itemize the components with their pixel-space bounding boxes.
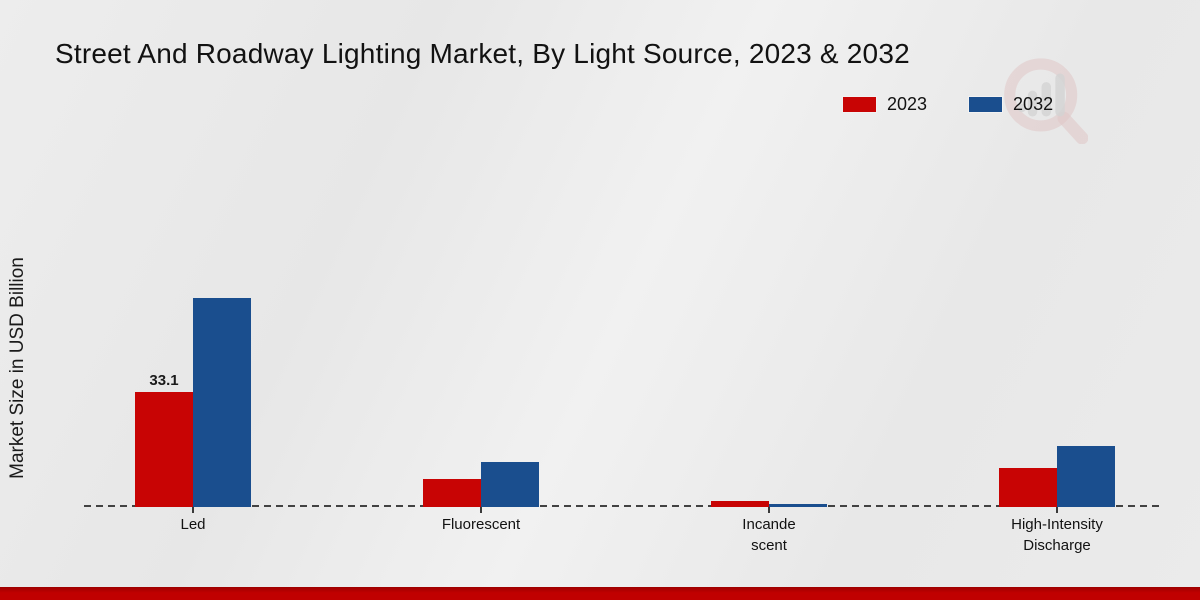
footer-accent-band [0, 587, 1200, 600]
category-label: High-Intensity Discharge [1011, 516, 1103, 554]
bar-2032-fluorescent [481, 461, 539, 507]
bar-2023-incande-scent [711, 501, 769, 507]
bar-2023-led [135, 391, 193, 507]
bar-2032-led [193, 297, 251, 507]
x-axis-tick [768, 507, 770, 513]
category-label: Led [180, 516, 206, 533]
bar-2032-high-intensity-discharge [1057, 445, 1115, 507]
chart-title: Street And Roadway Lighting Market, By L… [55, 38, 910, 69]
legend-swatch-2032 [969, 97, 1003, 112]
category-label: Fluorescent [441, 516, 521, 533]
x-axis-baseline [84, 505, 1160, 507]
legend-swatch-2023 [843, 97, 876, 112]
x-axis-tick [480, 507, 482, 513]
x-axis-tick [1056, 507, 1058, 513]
bar-2023-high-intensity-discharge [999, 468, 1057, 507]
bar-2023-fluorescent [423, 478, 481, 507]
x-axis-tick [192, 507, 194, 513]
bar-2032-incande-scent [769, 503, 827, 507]
legend: 2023 2032 [843, 94, 1053, 115]
bar-value-label: 33.1 [149, 371, 179, 389]
category-label: Incande scent [742, 516, 796, 554]
legend-item-2023: 2023 [843, 94, 927, 115]
legend-label: 2032 [1013, 94, 1054, 114]
legend-label: 2023 [887, 94, 928, 114]
legend-item-2032: 2032 [969, 94, 1053, 115]
